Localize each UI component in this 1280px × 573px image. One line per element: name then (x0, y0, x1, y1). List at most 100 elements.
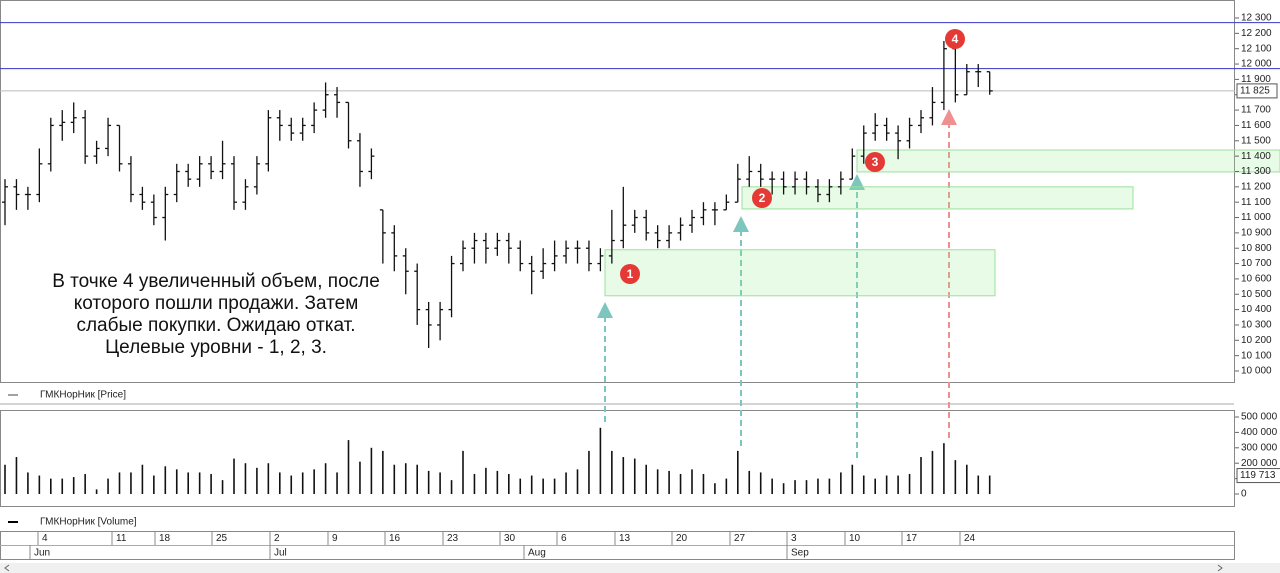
ohlc-bar (517, 240, 524, 272)
ohlc-bar (208, 156, 215, 180)
marker-label: 2 (759, 191, 766, 205)
ohlc-bar (402, 248, 409, 295)
y-tick-label: 12 100 (1241, 43, 1272, 54)
y-tick-label: 10 500 (1241, 289, 1272, 300)
y-tick-label: 11 500 (1241, 135, 1271, 146)
ohlc-bar (734, 163, 741, 203)
ohlc-bar (471, 232, 478, 264)
day-label: 24 (964, 533, 976, 544)
ohlc-bar (494, 232, 501, 256)
ohlc-bar (345, 101, 352, 149)
ohlc-bar (803, 171, 810, 195)
ohlc-bar (792, 171, 799, 195)
y-tick-label: 10 200 (1241, 335, 1272, 346)
scroll-left[interactable] (4, 564, 10, 572)
marker-badge (865, 152, 885, 172)
ohlc-bar (253, 156, 260, 195)
zone (604, 249, 996, 297)
ohlc-bar (116, 124, 123, 172)
ohlc-bar (139, 186, 146, 210)
zone (856, 149, 1280, 173)
annotation: которого пошли продажи. Затем (74, 293, 359, 314)
ohlc-bar (540, 248, 547, 279)
ohlc-bar (36, 148, 43, 203)
ohlc-bar (448, 255, 455, 318)
y-tick-label: 12 200 (1241, 28, 1272, 39)
ohlc-bar (505, 232, 512, 264)
ohlc-bar (322, 82, 329, 118)
ohlc-bar (334, 87, 341, 118)
ohlc-bar (986, 71, 993, 95)
ohlc-bar (677, 217, 684, 241)
y-tick-label: 12 300 (1241, 13, 1272, 24)
day-label: 25 (216, 533, 228, 544)
marker-badge (752, 188, 772, 208)
ohlc-bar (425, 301, 432, 348)
y2-tick-label: 300 000 (1241, 442, 1278, 453)
ohlc-bar (551, 240, 558, 272)
ohlc-bar (82, 110, 89, 164)
ohlc-bar (368, 148, 375, 180)
y-tick-label: 10 100 (1241, 350, 1272, 361)
ohlc-bar (460, 240, 466, 272)
ohlc-bar (620, 186, 627, 249)
day-label: 20 (676, 533, 688, 544)
ohlc-bar (860, 125, 867, 164)
marker-label: 1 (627, 267, 634, 281)
ohlc-bar (528, 255, 535, 295)
scrollbar[interactable] (0, 563, 1280, 573)
day-label: 6 (561, 533, 567, 544)
y-tick-label: 10 400 (1241, 304, 1272, 315)
y-tick-label: 10 900 (1241, 228, 1272, 239)
ohlc-bar (173, 163, 180, 203)
y-tick-label: 12 000 (1241, 59, 1272, 70)
ohlc-bar (47, 117, 54, 172)
ohlc-bar (105, 117, 112, 157)
ohlc-bar (689, 209, 695, 233)
ohlc-bar (918, 110, 924, 134)
ohlc-bar (2, 179, 8, 226)
y-tick-label: 10 700 (1241, 258, 1272, 269)
ohlc-bar (288, 117, 295, 141)
day-label: 9 (332, 533, 338, 544)
ohlc-bar (654, 225, 661, 249)
ohlc-bar (769, 171, 776, 195)
y-tick-label: 10 000 (1241, 366, 1272, 377)
marker-label: 4 (952, 32, 959, 46)
ohlc-bar (242, 179, 249, 210)
y2-tick-label: 400 000 (1241, 427, 1278, 438)
ohlc-bar (597, 248, 604, 272)
volume-pane (0, 410, 1235, 507)
ohlc-bar (906, 117, 913, 149)
ohlc-bar (127, 156, 134, 203)
ohlc-bar (780, 171, 787, 195)
ohlc-bar (311, 102, 318, 134)
ohlc-bar (185, 163, 192, 187)
ohlc-bar (631, 209, 638, 233)
annotation: Целевые уровни - 1, 2, 3. (105, 337, 327, 358)
ohlc-bar (895, 125, 902, 160)
y-tick-label: 11 100 (1241, 197, 1271, 208)
y-tick-label: 11 600 (1241, 120, 1271, 131)
y-tick-label: 10 600 (1241, 274, 1272, 285)
ohlc-bar (746, 156, 753, 187)
day-label: 4 (42, 533, 48, 544)
ohlc-bar (379, 209, 386, 264)
ohlc-bar (883, 117, 890, 141)
day-label: 27 (734, 533, 746, 544)
y-tick-label: 11 000 (1241, 212, 1271, 223)
scroll-right[interactable] (1217, 564, 1223, 572)
ohlc-bar (826, 179, 833, 203)
day-label: 30 (504, 533, 516, 544)
marker-label: 3 (872, 155, 879, 169)
ohlc-bar (437, 301, 444, 341)
y2-tick-label: 200 000 (1241, 458, 1278, 469)
marker-badge (620, 264, 640, 284)
ohlc-bar (24, 186, 31, 210)
legend: ГМКНорНик [Price] (40, 390, 126, 401)
day-label: 2 (274, 533, 280, 544)
ohlc-bar (150, 194, 157, 226)
last-volume-box (1236, 468, 1280, 484)
ohlc-bar (608, 209, 615, 264)
